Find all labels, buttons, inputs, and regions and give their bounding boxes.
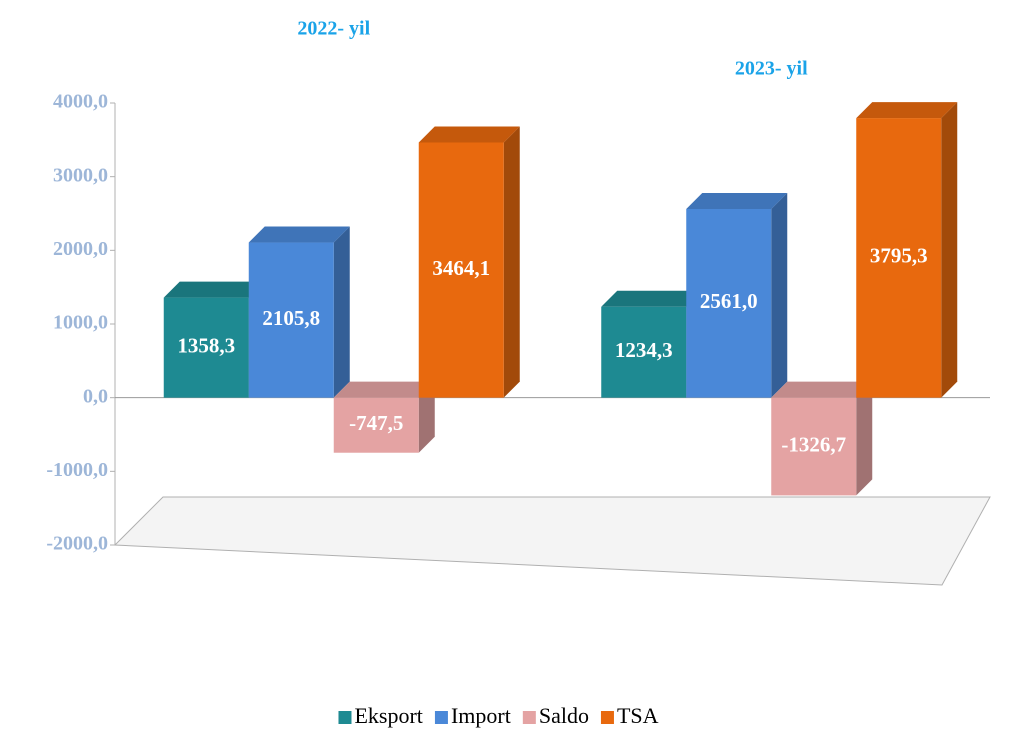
bar-top [686,193,787,209]
category-label: 2023- yil [735,58,808,80]
y-tick-label: 1000,0 [53,312,108,334]
legend-swatch [523,711,536,724]
bar-top [419,126,520,142]
legend-label: Eksport [354,703,422,728]
y-tick-label: 0,0 [83,385,108,407]
bar-side [856,382,872,496]
legend-swatch [338,711,351,724]
value-label: 2105,8 [262,306,320,330]
value-label: 3795,3 [870,244,928,268]
bar-side [771,193,787,398]
value-label: 2561,0 [700,289,758,313]
y-tick-label: -1000,0 [46,459,108,481]
value-label: 1358,3 [177,333,235,357]
legend-label: TSA [617,703,659,728]
value-label: -747,5 [349,411,403,435]
bar-top [249,227,350,243]
value-label: 1234,3 [615,338,673,362]
legend-swatch [435,711,448,724]
legend-label: Saldo [539,703,589,728]
legend-label: Import [451,703,511,728]
value-label: 3464,1 [432,256,490,280]
bar-top [856,102,957,118]
bar-side [504,126,520,397]
category-label: 2022- yil [297,18,370,40]
legend-swatch [601,711,614,724]
y-tick-label: -2000,0 [46,533,108,555]
bar-side [334,227,350,398]
bar-side [941,102,957,398]
y-tick-label: 2000,0 [53,238,108,260]
y-tick-label: 3000,0 [53,164,108,186]
y-tick-label: 4000,0 [53,91,108,113]
chart: -2000,0 -1000,0 0,0 1000,0 2000,0 3000,0 4000,… [0,0,1009,733]
value-label: -1326,7 [781,432,846,456]
